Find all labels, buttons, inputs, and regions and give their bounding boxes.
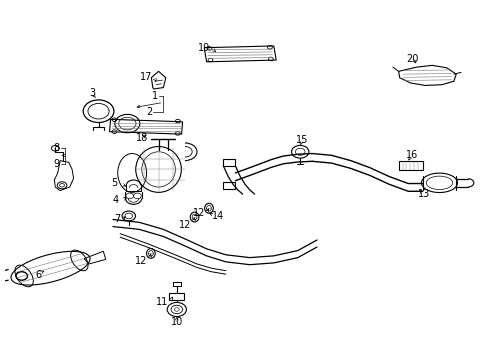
Text: 10: 10: [171, 317, 183, 327]
Text: 4: 4: [113, 195, 119, 206]
Text: 12: 12: [193, 208, 206, 218]
Text: 12: 12: [179, 220, 191, 230]
Text: 13: 13: [418, 189, 430, 199]
Text: 2: 2: [146, 107, 152, 117]
Text: 6: 6: [35, 270, 42, 280]
Text: 15: 15: [295, 135, 308, 145]
Text: 12: 12: [135, 256, 147, 266]
Text: 16: 16: [406, 150, 418, 159]
Text: 7: 7: [114, 214, 120, 224]
Text: 8: 8: [53, 143, 59, 153]
Text: 20: 20: [406, 54, 418, 64]
Text: 9: 9: [53, 159, 59, 169]
Text: 3: 3: [90, 87, 96, 98]
Text: 19: 19: [198, 44, 210, 53]
Text: 1: 1: [152, 91, 158, 102]
Text: 17: 17: [141, 72, 153, 82]
Text: 14: 14: [212, 211, 224, 221]
Text: 18: 18: [136, 133, 148, 143]
Text: 5: 5: [112, 178, 118, 188]
Text: 11: 11: [156, 297, 168, 307]
